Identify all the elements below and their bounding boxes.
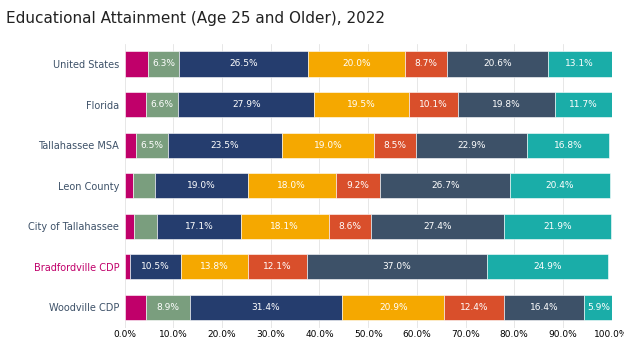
Bar bbox=[241, 214, 329, 239]
Bar bbox=[282, 132, 374, 158]
Text: 6.3%: 6.3% bbox=[152, 59, 175, 68]
Text: 22.9%: 22.9% bbox=[457, 141, 486, 150]
Text: 13.8%: 13.8% bbox=[200, 262, 229, 271]
Bar bbox=[179, 51, 308, 76]
Bar bbox=[504, 295, 584, 320]
Bar bbox=[125, 132, 136, 158]
Text: 31.4%: 31.4% bbox=[251, 303, 280, 312]
Bar bbox=[125, 51, 148, 76]
Text: 37.0%: 37.0% bbox=[383, 262, 411, 271]
Text: 12.4%: 12.4% bbox=[460, 303, 489, 312]
Bar bbox=[190, 295, 343, 320]
Text: 21.9%: 21.9% bbox=[543, 222, 572, 231]
Bar bbox=[527, 132, 609, 158]
Bar bbox=[155, 173, 248, 198]
Bar bbox=[181, 254, 248, 279]
Text: 8.6%: 8.6% bbox=[338, 222, 361, 231]
Bar bbox=[487, 254, 608, 279]
Text: 26.5%: 26.5% bbox=[229, 59, 258, 68]
Bar bbox=[343, 295, 444, 320]
Text: 5.9%: 5.9% bbox=[587, 303, 610, 312]
Text: 10.5%: 10.5% bbox=[141, 262, 170, 271]
Bar bbox=[125, 173, 132, 198]
Bar bbox=[504, 214, 610, 239]
Bar bbox=[178, 92, 314, 117]
Text: 19.0%: 19.0% bbox=[187, 181, 216, 190]
Text: 20.4%: 20.4% bbox=[545, 181, 574, 190]
Bar bbox=[416, 132, 527, 158]
Bar bbox=[444, 295, 504, 320]
Bar bbox=[314, 92, 409, 117]
Bar bbox=[146, 92, 178, 117]
Text: 19.8%: 19.8% bbox=[492, 100, 521, 109]
Text: 8.5%: 8.5% bbox=[384, 141, 407, 150]
Bar bbox=[380, 173, 510, 198]
Bar bbox=[307, 254, 487, 279]
Bar bbox=[584, 295, 613, 320]
Bar bbox=[458, 92, 555, 117]
Text: 27.4%: 27.4% bbox=[423, 222, 452, 231]
Bar bbox=[168, 132, 282, 158]
Text: 20.6%: 20.6% bbox=[484, 59, 512, 68]
Bar bbox=[125, 295, 146, 320]
Bar bbox=[447, 51, 548, 76]
Bar bbox=[125, 214, 134, 239]
Text: 20.9%: 20.9% bbox=[379, 303, 407, 312]
Text: 10.1%: 10.1% bbox=[419, 100, 448, 109]
Text: 8.9%: 8.9% bbox=[157, 303, 179, 312]
Text: Educational Attainment (Age 25 and Older), 2022: Educational Attainment (Age 25 and Older… bbox=[6, 11, 385, 26]
Bar bbox=[510, 173, 610, 198]
Bar bbox=[157, 214, 241, 239]
Bar bbox=[374, 132, 416, 158]
Text: 19.5%: 19.5% bbox=[347, 100, 376, 109]
Text: 11.7%: 11.7% bbox=[568, 100, 597, 109]
Text: 27.9%: 27.9% bbox=[232, 100, 261, 109]
Bar bbox=[548, 51, 612, 76]
Text: 18.1%: 18.1% bbox=[270, 222, 299, 231]
Bar bbox=[248, 173, 336, 198]
Text: 20.0%: 20.0% bbox=[342, 59, 371, 68]
Text: 6.6%: 6.6% bbox=[151, 100, 173, 109]
Bar bbox=[125, 92, 146, 117]
Text: 24.9%: 24.9% bbox=[534, 262, 562, 271]
Text: 19.0%: 19.0% bbox=[314, 141, 343, 150]
Bar bbox=[130, 254, 181, 279]
Text: 23.5%: 23.5% bbox=[210, 141, 239, 150]
Bar bbox=[148, 51, 179, 76]
Text: 6.5%: 6.5% bbox=[140, 141, 163, 150]
Text: 16.4%: 16.4% bbox=[530, 303, 558, 312]
Text: 8.7%: 8.7% bbox=[415, 59, 438, 68]
Bar bbox=[336, 173, 380, 198]
Bar bbox=[405, 51, 447, 76]
Text: 13.1%: 13.1% bbox=[565, 59, 594, 68]
Bar bbox=[308, 51, 405, 76]
Bar bbox=[555, 92, 612, 117]
Bar bbox=[409, 92, 458, 117]
Text: 17.1%: 17.1% bbox=[185, 222, 213, 231]
Bar bbox=[125, 254, 130, 279]
Text: 9.2%: 9.2% bbox=[346, 181, 369, 190]
Text: 16.8%: 16.8% bbox=[554, 141, 583, 150]
Bar bbox=[136, 132, 168, 158]
Text: 18.0%: 18.0% bbox=[278, 181, 306, 190]
Bar bbox=[248, 254, 307, 279]
Text: 12.1%: 12.1% bbox=[263, 262, 291, 271]
Bar bbox=[146, 295, 190, 320]
Text: 26.7%: 26.7% bbox=[431, 181, 460, 190]
Bar bbox=[329, 214, 371, 239]
Bar bbox=[371, 214, 504, 239]
Bar bbox=[134, 214, 157, 239]
Bar bbox=[132, 173, 155, 198]
